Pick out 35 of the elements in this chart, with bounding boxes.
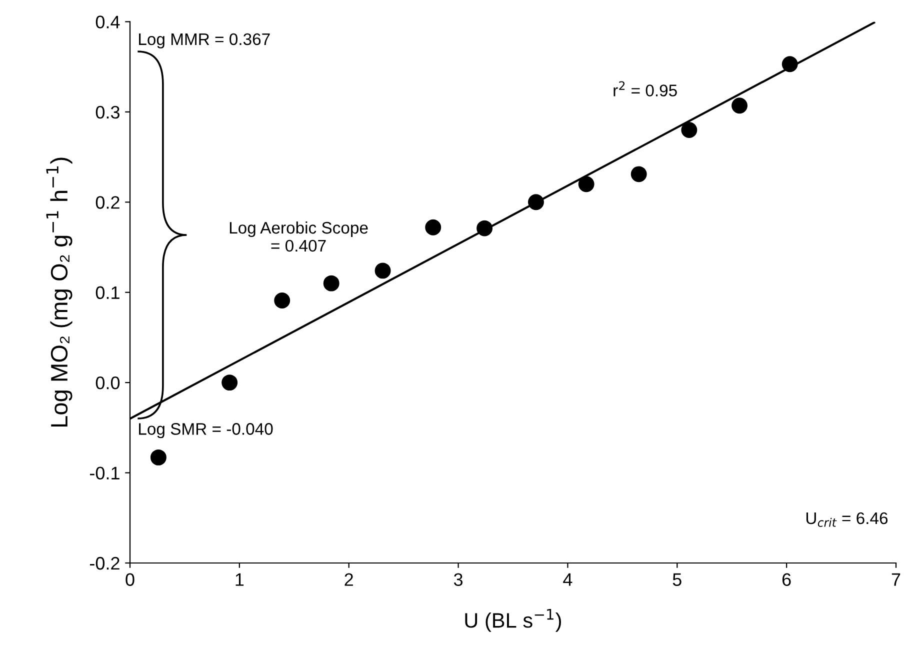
point bbox=[323, 275, 340, 292]
point bbox=[150, 449, 166, 466]
y-tick-label: 0.1 bbox=[96, 286, 120, 300]
y-tick-label: -0.1 bbox=[90, 466, 120, 480]
x-axis-title: U (BL s$^{−1}$) bbox=[465, 609, 561, 632]
y-tick-label: 0.2 bbox=[96, 196, 120, 209]
x-tick-label: 7 bbox=[892, 573, 900, 586]
y-axis-title: Log MO₂ (mg O₂ g$^{−1}$ h$^{−1}$) bbox=[46, 158, 72, 427]
point bbox=[374, 262, 391, 279]
point bbox=[782, 56, 798, 72]
y-tick-label: 0.4 bbox=[96, 16, 120, 28]
annotation: Log SMR = -0.040 bbox=[139, 423, 273, 438]
x-tick-label: 5 bbox=[672, 573, 682, 586]
x-tick-label: 4 bbox=[563, 573, 572, 586]
y-tick-label: -0.2 bbox=[90, 556, 120, 570]
x-tick-label: 2 bbox=[344, 573, 353, 586]
annotation: r$^{2}$ = 0.95 bbox=[614, 81, 677, 96]
point bbox=[681, 122, 698, 138]
point bbox=[578, 176, 594, 192]
annotation: Log MMR = 0.367 bbox=[139, 33, 270, 48]
y-tick-label: 0.3 bbox=[96, 106, 120, 119]
point bbox=[425, 219, 442, 236]
x-tick-label: 6 bbox=[782, 573, 791, 586]
point bbox=[476, 220, 493, 236]
point bbox=[528, 194, 544, 210]
y-tick-label: 0.0 bbox=[96, 376, 120, 390]
point bbox=[274, 292, 290, 308]
point bbox=[222, 374, 238, 391]
annotation: Log Aerobic Scope = 0.407 bbox=[230, 221, 368, 252]
point bbox=[732, 98, 748, 114]
annotation: U$_{crit}$ = 6.46 bbox=[806, 512, 888, 527]
x-tick-label: 3 bbox=[454, 573, 463, 586]
x-tick-label: 1 bbox=[236, 573, 244, 586]
x-tick-label: 0 bbox=[126, 573, 134, 586]
point bbox=[630, 166, 647, 182]
